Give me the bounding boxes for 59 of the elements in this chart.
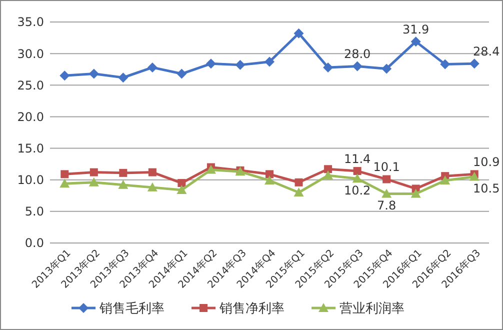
- point: [352, 61, 362, 72]
- point: [147, 182, 158, 192]
- y-tick-label: 20.0: [17, 110, 44, 124]
- point: [147, 62, 158, 72]
- point: [410, 188, 421, 198]
- point: [148, 168, 156, 176]
- data-label: 10.1: [373, 160, 400, 174]
- y-tick-label: 25.0: [17, 78, 44, 92]
- point: [264, 175, 274, 184]
- point: [88, 68, 99, 79]
- legend-label: 销售净利率: [218, 300, 284, 317]
- point: [382, 188, 392, 198]
- point: [90, 168, 98, 176]
- point: [206, 58, 216, 69]
- point: [352, 174, 362, 183]
- point: [382, 175, 391, 184]
- point: [323, 62, 334, 72]
- data-label: 28.0: [344, 47, 371, 62]
- point: [60, 170, 69, 178]
- point: [410, 36, 421, 47]
- point: [324, 165, 332, 174]
- point: [88, 177, 99, 186]
- data-label: 10.9: [473, 155, 500, 170]
- y-tick-label: 35.0: [17, 15, 44, 30]
- y-tick-label: 10.0: [17, 173, 44, 188]
- point: [469, 172, 480, 181]
- point: [206, 164, 216, 174]
- point: [353, 167, 362, 176]
- point: [176, 68, 187, 79]
- y-tick-label: 0.0: [24, 236, 44, 250]
- point: [382, 64, 392, 74]
- data-label: 31.9: [402, 22, 430, 37]
- point: [440, 59, 450, 70]
- point: [178, 179, 186, 188]
- point: [60, 178, 70, 188]
- data-label: 10.5: [473, 182, 500, 196]
- data-label: 28.4: [473, 44, 500, 59]
- point: [118, 72, 128, 83]
- data-label: 11.4: [344, 152, 371, 166]
- point: [119, 168, 128, 177]
- legend-label: 销售毛利率: [98, 300, 164, 317]
- data-label: 7.8: [377, 198, 396, 213]
- data-label: 10.2: [344, 184, 371, 198]
- y-tick-label: 15.0: [17, 141, 44, 156]
- point: [440, 175, 450, 184]
- point: [60, 70, 70, 81]
- y-tick-label: 5.0: [24, 204, 44, 219]
- point: [266, 170, 274, 178]
- point: [294, 187, 304, 196]
- point: [264, 56, 274, 67]
- point: [323, 170, 334, 180]
- point: [294, 28, 304, 38]
- point: [176, 184, 187, 194]
- y-tick-label: 30.0: [17, 46, 44, 61]
- legend-label: 营业利润率: [340, 300, 404, 317]
- point: [118, 180, 128, 189]
- point: [294, 178, 303, 186]
- point: [469, 58, 480, 69]
- point: [235, 60, 246, 70]
